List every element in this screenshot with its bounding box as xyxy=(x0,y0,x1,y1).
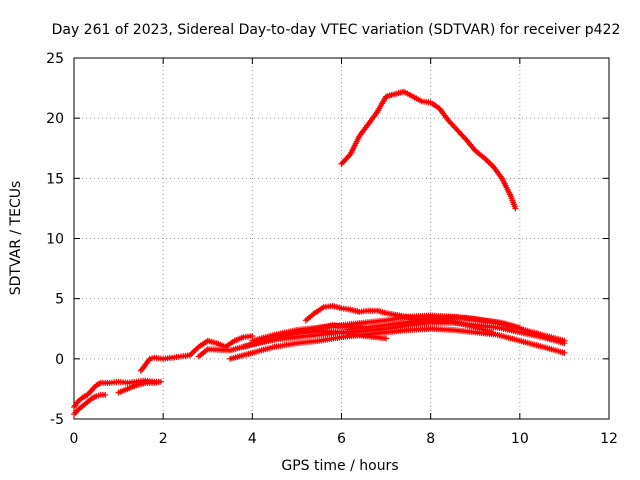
x-tick-label: 12 xyxy=(600,431,618,447)
y-tick-label: 15 xyxy=(46,171,64,187)
chart-title: Day 261 of 2023, Sidereal Day-to-day VTE… xyxy=(52,22,621,38)
series-segment-upper-band xyxy=(302,302,523,331)
series-segment-early-2 xyxy=(71,391,109,418)
y-tick-label: 20 xyxy=(46,111,64,127)
series-markers xyxy=(227,325,568,362)
x-axis-label: GPS time / hours xyxy=(281,458,398,474)
x-tick-label: 4 xyxy=(248,431,257,447)
series-markers xyxy=(338,88,519,212)
series-segment-rise xyxy=(137,332,256,374)
x-tick-label: 6 xyxy=(337,431,346,447)
series-line xyxy=(340,90,517,209)
axis-ticks: 0 2 4 6 8 10 12 -5 0 5 10 15 20 25 xyxy=(46,51,618,447)
series-group xyxy=(71,88,568,418)
series-segment-band-2 xyxy=(227,325,568,362)
series-markers xyxy=(115,378,164,396)
x-tick-label: 10 xyxy=(511,431,529,447)
series-segment-early-3 xyxy=(115,378,164,396)
series-markers xyxy=(137,332,256,374)
y-tick-label: 0 xyxy=(55,352,64,368)
y-axis-label: SDTVAR / TECUs xyxy=(8,181,24,296)
series-markers xyxy=(302,302,523,331)
y-tick-label: 25 xyxy=(46,51,64,67)
series-markers xyxy=(71,391,109,418)
y-tick-label: 5 xyxy=(55,292,64,308)
y-tick-label: -5 xyxy=(50,412,64,428)
y-tick-label: 10 xyxy=(46,232,64,248)
x-tick-label: 8 xyxy=(426,431,435,447)
grid-lines xyxy=(74,58,609,419)
x-tick-label: 0 xyxy=(70,431,79,447)
series-segment-peak xyxy=(338,88,519,212)
x-tick-label: 2 xyxy=(159,431,168,447)
